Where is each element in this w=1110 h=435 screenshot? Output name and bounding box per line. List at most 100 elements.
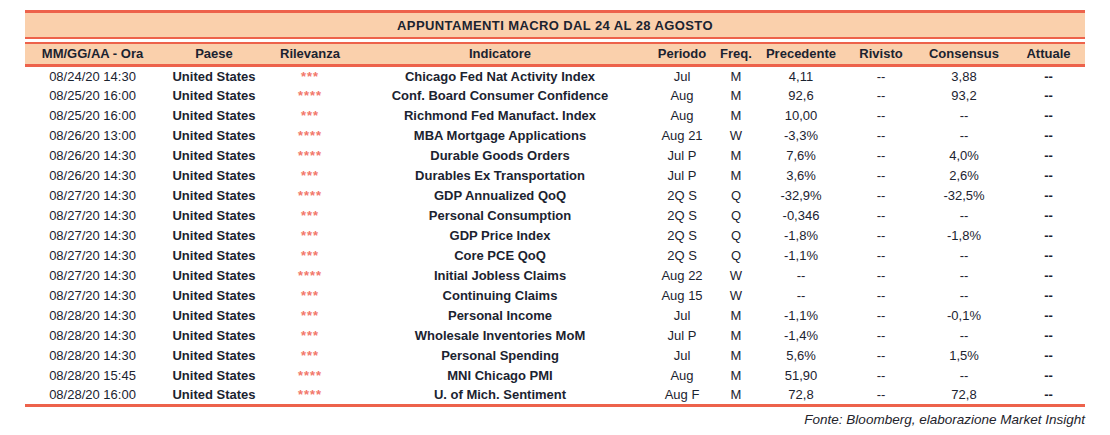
cell-datetime: 08/27/20 14:30 (25, 266, 160, 286)
cell-period: Jul P (648, 326, 716, 346)
cell-indicator: Durable Goods Orders (352, 146, 648, 166)
cell-datetime: 08/25/20 16:00 (25, 106, 160, 126)
cell-revised: -- (846, 166, 916, 186)
cell-consensus: -- (916, 326, 1012, 346)
cell-freq: M (716, 166, 756, 186)
cell-datetime: 08/27/20 14:30 (25, 246, 160, 266)
cell-datetime: 08/27/20 14:30 (25, 226, 160, 246)
table-row: 08/27/20 14:30 United States **** GDP An… (25, 186, 1085, 206)
cell-revised: -- (846, 106, 916, 126)
cell-freq: Q (716, 206, 756, 226)
cell-indicator: Continuing Claims (352, 286, 648, 306)
cell-period: Jul P (648, 166, 716, 186)
cell-datetime: 08/26/20 14:30 (25, 146, 160, 166)
cell-indicator: GDP Price Index (352, 226, 648, 246)
cell-period: Aug (648, 86, 716, 106)
cell-indicator: MBA Mortgage Applications (352, 126, 648, 146)
cell-revised: -- (846, 386, 916, 406)
cell-actual: -- (1012, 186, 1085, 206)
cell-consensus: 93,2 (916, 86, 1012, 106)
cell-freq: Q (716, 246, 756, 266)
cell-previous: -3,3% (756, 126, 846, 146)
cell-actual: -- (1012, 66, 1085, 86)
cell-country: United States (160, 306, 268, 326)
cell-indicator: MNI Chicago PMI (352, 366, 648, 386)
cell-datetime: 08/28/20 15:45 (25, 366, 160, 386)
cell-datetime: 08/27/20 14:30 (25, 186, 160, 206)
table-row: 08/28/20 16:00 United States **** U. of … (25, 386, 1085, 406)
source-note: Fonte: Bloomberg, elaborazione Market In… (25, 412, 1085, 427)
cell-country: United States (160, 126, 268, 146)
col-header-previous: Precedente (756, 43, 846, 66)
cell-indicator: Initial Jobless Claims (352, 266, 648, 286)
cell-consensus: -- (916, 206, 1012, 226)
relevance-stars: *** (268, 326, 352, 346)
cell-revised: -- (846, 226, 916, 246)
relevance-stars: *** (268, 106, 352, 126)
relevance-stars: **** (268, 186, 352, 206)
cell-actual: -- (1012, 306, 1085, 326)
table-row: 08/26/20 14:30 United States **** Durabl… (25, 146, 1085, 166)
cell-previous: -1,1% (756, 246, 846, 266)
cell-period: Jul P (648, 146, 716, 166)
table-row: 08/27/20 14:30 United States *** Persona… (25, 206, 1085, 226)
table-row: 08/28/20 14:30 United States *** Persona… (25, 306, 1085, 326)
cell-consensus: -0,1% (916, 306, 1012, 326)
table-title: APPUNTAMENTI MACRO DAL 24 AL 28 AGOSTO (25, 10, 1085, 39)
cell-freq: M (716, 306, 756, 326)
cell-actual: -- (1012, 166, 1085, 186)
cell-country: United States (160, 166, 268, 186)
cell-country: United States (160, 66, 268, 86)
cell-previous: 10,00 (756, 106, 846, 126)
cell-previous: -1,1% (756, 306, 846, 326)
col-header-datetime: MM/GG/AA - Ora (25, 43, 160, 66)
cell-previous: -0,346 (756, 206, 846, 226)
cell-freq: M (716, 86, 756, 106)
cell-country: United States (160, 366, 268, 386)
relevance-stars: *** (268, 286, 352, 306)
relevance-stars: *** (268, 346, 352, 366)
cell-country: United States (160, 386, 268, 406)
cell-period: Jul (648, 306, 716, 326)
cell-consensus: -1,8% (916, 226, 1012, 246)
table-row: 08/26/20 13:00 United States **** MBA Mo… (25, 126, 1085, 146)
col-header-freq: Freq. (716, 43, 756, 66)
cell-period: 2Q S (648, 206, 716, 226)
cell-actual: -- (1012, 366, 1085, 386)
cell-previous: -- (756, 266, 846, 286)
cell-datetime: 08/26/20 13:00 (25, 126, 160, 146)
cell-previous: -1,4% (756, 326, 846, 346)
col-header-revised: Rivisto (846, 43, 916, 66)
cell-freq: M (716, 106, 756, 126)
table-row: 08/26/20 14:30 United States *** Durable… (25, 166, 1085, 186)
cell-actual: -- (1012, 346, 1085, 366)
cell-country: United States (160, 86, 268, 106)
cell-freq: Q (716, 226, 756, 246)
cell-indicator: Durables Ex Transportation (352, 166, 648, 186)
cell-consensus: 72,8 (916, 386, 1012, 406)
relevance-stars: **** (268, 86, 352, 106)
cell-country: United States (160, 206, 268, 226)
col-header-actual: Attuale (1012, 43, 1085, 66)
cell-actual: -- (1012, 266, 1085, 286)
cell-revised: -- (846, 66, 916, 86)
relevance-stars: *** (268, 246, 352, 266)
cell-actual: -- (1012, 386, 1085, 406)
cell-previous: 7,6% (756, 146, 846, 166)
cell-consensus: 4,0% (916, 146, 1012, 166)
cell-country: United States (160, 106, 268, 126)
cell-actual: -- (1012, 326, 1085, 346)
cell-revised: -- (846, 266, 916, 286)
cell-period: Aug (648, 366, 716, 386)
cell-actual: -- (1012, 106, 1085, 126)
cell-datetime: 08/28/20 14:30 (25, 326, 160, 346)
cell-country: United States (160, 146, 268, 166)
table-row: 08/27/20 14:30 United States *** Core PC… (25, 246, 1085, 266)
cell-revised: -- (846, 126, 916, 146)
cell-datetime: 08/27/20 14:30 (25, 286, 160, 306)
table-row: 08/25/20 16:00 United States *** Richmon… (25, 106, 1085, 126)
cell-actual: -- (1012, 246, 1085, 266)
cell-revised: -- (846, 346, 916, 366)
cell-consensus: -- (916, 266, 1012, 286)
cell-revised: -- (846, 326, 916, 346)
